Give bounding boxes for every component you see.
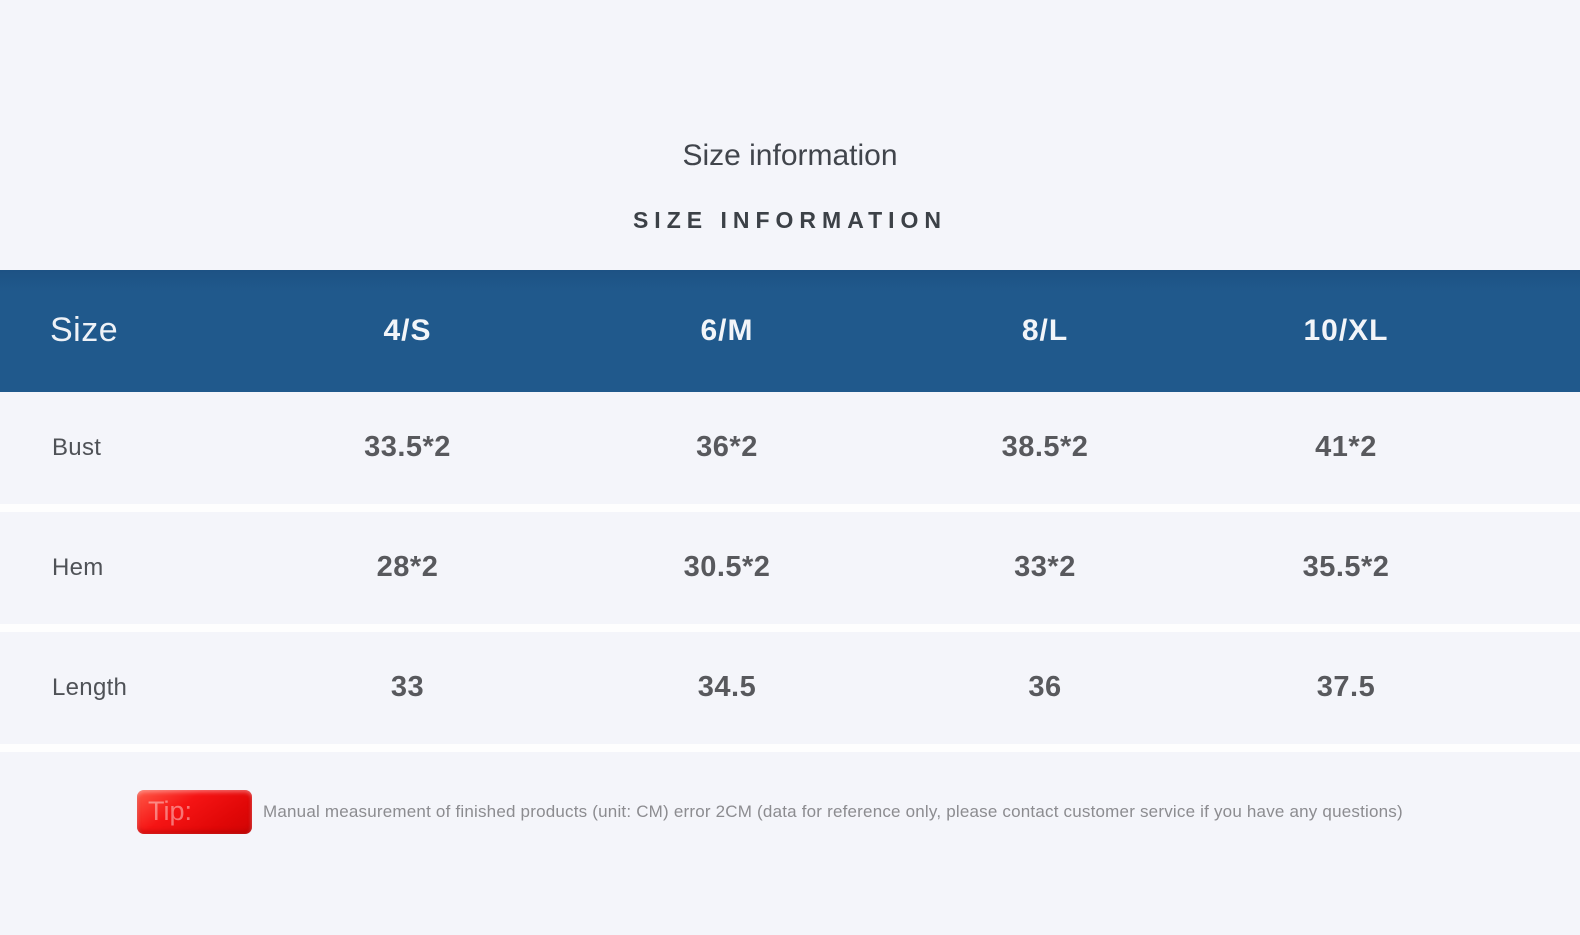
tip-note: Tip: Manual measurement of finished prod… xyxy=(137,789,1580,834)
size-table: Size 4/S 6/M 8/L 10/XL Bust 33.5*2 36*2 … xyxy=(0,269,1580,752)
hem-value-4s: 28*2 xyxy=(376,551,439,584)
size-information-section: Size information SIZE INFORMATION Size 4… xyxy=(0,139,1580,834)
bust-value-10xl: 41*2 xyxy=(1315,431,1377,464)
column-header-8l: 8/L xyxy=(1021,313,1069,347)
hem-value-10xl: 35.5*2 xyxy=(1302,551,1390,584)
length-value-6m: 34.5 xyxy=(697,671,757,704)
table-row-length: Length 33 34.5 36 37.5 xyxy=(0,631,1580,752)
table-row-bust: Bust 33.5*2 36*2 38.5*2 41*2 xyxy=(0,391,1580,512)
row-label-length: Length xyxy=(52,673,128,701)
bust-value-6m: 36*2 xyxy=(696,431,758,464)
row-label-hem: Hem xyxy=(52,553,104,581)
table-row-hem: Hem 28*2 30.5*2 33*2 35.5*2 xyxy=(0,511,1580,632)
hem-value-8l: 33*2 xyxy=(1014,551,1076,584)
bust-value-4s: 33.5*2 xyxy=(364,431,451,464)
length-value-10xl: 37.5 xyxy=(1316,671,1376,704)
column-header-10xl: 10/XL xyxy=(1303,313,1389,347)
length-value-8l: 36 xyxy=(1028,671,1062,704)
bust-value-8l: 38.5*2 xyxy=(1001,431,1089,464)
column-header-4s: 4/S xyxy=(383,313,432,347)
row-label-bust: Bust xyxy=(52,433,102,461)
column-header-6m: 6/M xyxy=(700,313,754,347)
section-title: Size information xyxy=(682,139,898,172)
section-subtitle: SIZE INFORMATION xyxy=(632,207,948,233)
tip-text: Manual measurement of finished products … xyxy=(263,801,1403,821)
hem-value-6m: 30.5*2 xyxy=(683,551,771,584)
column-header-size: Size xyxy=(50,311,119,350)
tip-badge: Tip: xyxy=(137,789,252,834)
length-value-4s: 33 xyxy=(390,671,425,704)
size-table-header-row: Size 4/S 6/M 8/L 10/XL xyxy=(0,269,1580,392)
